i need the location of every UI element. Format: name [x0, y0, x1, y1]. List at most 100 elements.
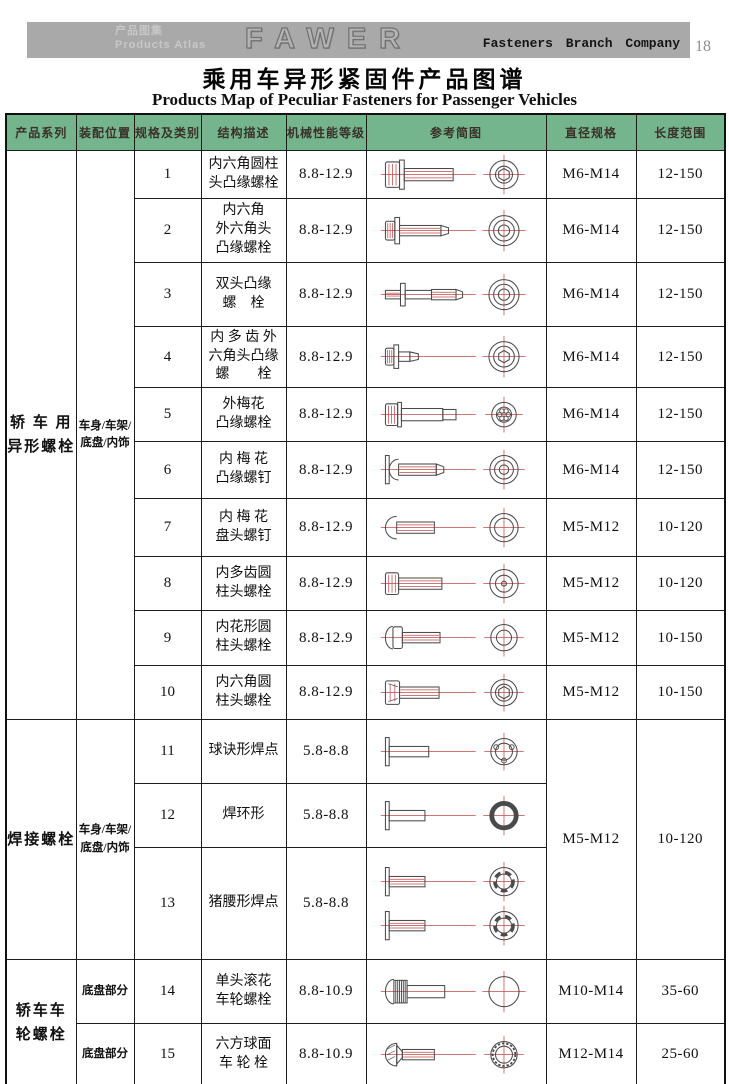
- structure-description: 猪腰形焊点: [200, 847, 287, 960]
- reference-sketch: [365, 498, 547, 557]
- row-number: 4: [133, 326, 202, 388]
- structure-description: 外梅花 凸缘螺栓: [200, 387, 287, 442]
- length-range: 10-150: [635, 665, 726, 720]
- structure-description: 内六角圆柱 头凸缘螺栓: [200, 150, 287, 199]
- diameter-spec: M6-M14: [545, 198, 637, 263]
- diameter-spec: M6-M14: [545, 262, 637, 327]
- col-header-spec-category: 规格及类别: [133, 113, 202, 151]
- length-range: 12-150: [635, 387, 726, 442]
- bolt-drawing: [367, 506, 545, 549]
- series-car-peculiar-bolts: 轿 车 用 异形螺栓: [5, 150, 77, 720]
- col-header-diameter-spec: 直径规格: [545, 113, 637, 151]
- length-range: 12-150: [635, 198, 726, 263]
- structure-description: 单头滚花 车轮螺栓: [200, 959, 287, 1024]
- bolt-drawing: [367, 1033, 545, 1076]
- reference-sketch: [365, 959, 547, 1024]
- reference-sketch: [365, 150, 547, 199]
- col-header-mech-grade: 机械性能等级: [285, 113, 367, 151]
- col-header-reference-sketch: 参考简图: [365, 113, 547, 151]
- row-number: 14: [133, 959, 202, 1024]
- bolt-drawing: [367, 273, 545, 316]
- diameter-spec: M5-M12: [545, 556, 637, 611]
- row-number: 3: [133, 262, 202, 327]
- length-range: 12-150: [635, 326, 726, 388]
- structure-description: 内六角 外六角头 凸缘螺栓: [200, 198, 287, 263]
- bolt-drawing: [367, 970, 545, 1013]
- row-number: 2: [133, 198, 202, 263]
- row-number: 7: [133, 498, 202, 557]
- bolt-drawing: [367, 794, 545, 837]
- col-header-length-range: 长度范围: [635, 113, 726, 151]
- diameter-spec: M5-M12: [545, 610, 637, 666]
- reference-sketch: [365, 665, 547, 720]
- mech-grade: 8.8-12.9: [285, 387, 367, 442]
- position-body-frame: 车身/车架/ 底盘/内饰: [75, 719, 135, 960]
- bolt-drawing: [367, 153, 545, 196]
- table-row: 焊接螺栓 车身/车架/ 底盘/内饰 11 球诀形焊点 5.8-8.8 M5-M1…: [5, 719, 726, 960]
- mech-grade: 5.8-8.8: [285, 847, 367, 960]
- structure-description: 双头凸缘 螺 栓: [200, 262, 287, 327]
- diameter-spec: M6-M14: [545, 441, 637, 499]
- row-number: 5: [133, 387, 202, 442]
- structure-description: 焊环形: [200, 783, 287, 848]
- table-row: 10 内六角圆 柱头螺栓 8.8-12.9 M5-M12 10-150: [6, 665, 726, 720]
- diameter-spec: M5-M12: [545, 719, 637, 960]
- bolt-drawing: [367, 209, 545, 252]
- position-chassis: 底盘部分: [75, 959, 135, 1024]
- bolt-drawing: [367, 730, 545, 773]
- table-row: 7 内 梅 花 盘头螺钉 8.8-12.9 M5-M12 10-120: [6, 498, 726, 557]
- products-atlas-cn: 产品图集: [115, 25, 163, 37]
- row-number: 9: [133, 610, 202, 666]
- mech-grade: 5.8-8.8: [285, 719, 367, 784]
- mech-grade: 8.8-10.9: [285, 959, 367, 1024]
- page-title-cn: 乘用车异形紧固件产品图谱: [202, 67, 527, 92]
- row-number: 6: [133, 441, 202, 499]
- reference-sketch: [365, 198, 547, 263]
- mech-grade: 8.8-12.9: [285, 326, 367, 388]
- table-row: 底盘部分 15 六方球面 车 轮 栓 8.8-10.9 M12-M14 25-6…: [6, 1023, 726, 1084]
- reference-sketch: [365, 847, 547, 960]
- table-row: 9 内花形圆 柱头螺栓 8.8-12.9 M5-M12 10-150: [6, 610, 726, 666]
- position-body-frame: 车身/车架/ 底盘/内饰: [75, 150, 135, 720]
- length-range: 10-120: [635, 498, 726, 557]
- table-row: 2 内六角 外六角头 凸缘螺栓 8.8-12.9 M6-M14 12-150: [6, 198, 726, 263]
- col-header-product-series: 产品系列: [5, 113, 77, 151]
- bolt-drawing: [367, 616, 545, 659]
- row-number: 15: [133, 1023, 202, 1084]
- bolt-drawing: [367, 448, 545, 491]
- length-range: 12-150: [635, 262, 726, 327]
- reference-sketch: [365, 387, 547, 442]
- structure-description: 内 梅 花 盘头螺钉: [200, 498, 287, 557]
- reference-sketch: [365, 556, 547, 611]
- reference-sketch: [365, 1023, 547, 1084]
- table-row: 13 猪腰形焊点 5.8-8.8: [6, 847, 725, 960]
- table-row: 12 焊环形 5.8-8.8: [6, 783, 725, 848]
- fasteners-table: 产品系列 装配位置 规格及类别 结构描述 机械性能等级 参考简图 直径规格 长度…: [5, 113, 726, 1084]
- mech-grade: 8.8-12.9: [285, 198, 367, 263]
- row-number: 11: [133, 719, 202, 784]
- diameter-spec: M10-M14: [545, 959, 637, 1024]
- fawer-logo: FAWER: [244, 22, 414, 55]
- structure-description: 内花形圆 柱头螺栓: [200, 610, 287, 666]
- mech-grade: 8.8-12.9: [285, 556, 367, 611]
- length-range: 10-120: [635, 556, 726, 611]
- table-row: 4 内 多 齿 外 六角头凸缘 螺 栓 8.8-12.9 M6-M14 12-1…: [6, 326, 726, 388]
- products-atlas-en: Products Atlas: [115, 38, 207, 51]
- bolt-drawing: [367, 860, 545, 947]
- series-wheel-bolts: 轿车车 轮螺栓: [5, 959, 77, 1084]
- mech-grade: 5.8-8.8: [285, 783, 367, 848]
- row-number: 12: [133, 783, 202, 848]
- reference-sketch: [365, 783, 547, 848]
- structure-description: 内六角圆 柱头螺栓: [200, 665, 287, 720]
- diameter-spec: M6-M14: [545, 387, 637, 442]
- table-header-row: 产品系列 装配位置 规格及类别 结构描述 机械性能等级 参考简图 直径规格 长度…: [5, 113, 726, 151]
- mech-grade: 8.8-12.9: [285, 498, 367, 557]
- company-name: Fasteners Branch Company: [482, 36, 680, 51]
- table-row: 轿 车 用 异形螺栓 车身/车架/ 底盘/内饰 1 内六角圆柱 头凸缘螺栓 8.…: [5, 150, 726, 720]
- col-header-structure-desc: 结构描述: [200, 113, 287, 151]
- table-row: 5 外梅花 凸缘螺栓 8.8-12.9 M6-M14 12-150: [6, 387, 726, 442]
- mech-grade: 8.8-12.9: [285, 150, 367, 199]
- products-atlas-label: 产品图集 Products Atlas: [115, 25, 206, 53]
- structure-description: 内 梅 花 凸缘螺钉: [200, 441, 287, 499]
